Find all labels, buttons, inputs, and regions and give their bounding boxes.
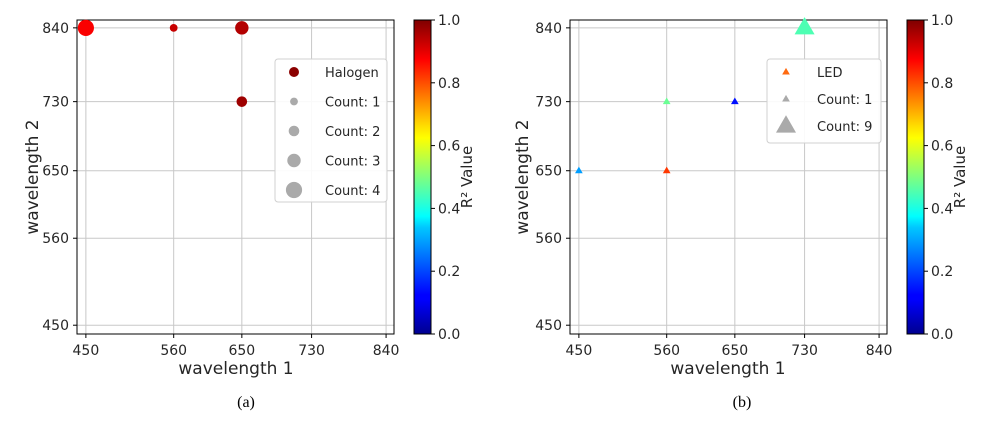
panel-a: 450 560 650 730 840 450 560 650 730 840 wavelengt… bbox=[23, 13, 476, 411]
data-point bbox=[236, 96, 248, 107]
legend-marker bbox=[285, 181, 303, 199]
plot-frame bbox=[76, 19, 395, 335]
colorbar-tick-label: 1.0 bbox=[438, 13, 460, 29]
legend-label: Count: 3 bbox=[325, 155, 380, 170]
legend-label: Count: 2 bbox=[325, 125, 380, 140]
y-tick-label: 730 bbox=[535, 95, 562, 111]
y-tick-label: 560 bbox=[42, 231, 69, 247]
plot-frame bbox=[569, 19, 888, 335]
data-point bbox=[77, 19, 94, 36]
y-tick-label: 840 bbox=[42, 21, 69, 37]
legend-marker bbox=[775, 115, 797, 133]
x-tick-label: 450 bbox=[566, 343, 593, 359]
y-tick-label: 450 bbox=[42, 318, 69, 334]
colorbar-tick-label: 0.6 bbox=[931, 139, 953, 155]
y-axis-label: wavelength 2 bbox=[513, 119, 533, 234]
y-tick-label: 650 bbox=[42, 164, 69, 180]
y-axis-label: wavelength 2 bbox=[23, 119, 43, 234]
axis-ticks: 450 560 650 730 840 450 560 650 730 840 bbox=[535, 21, 892, 359]
colorbar-gradient bbox=[413, 19, 432, 335]
y-tick-label: 840 bbox=[535, 21, 562, 37]
legend-box bbox=[766, 58, 882, 144]
y-tick-label: 450 bbox=[535, 318, 562, 334]
x-tick-label: 840 bbox=[373, 343, 400, 359]
y-tick-label: 730 bbox=[42, 95, 69, 111]
legend-marker bbox=[782, 94, 790, 102]
colorbar-tick-label: 0.4 bbox=[438, 201, 460, 217]
x-tick-label: 560 bbox=[160, 343, 187, 359]
panel-b: 450 560 650 730 840 450 560 650 730 840 wavelengt… bbox=[513, 13, 969, 411]
colorbar-tick-label: 0.6 bbox=[438, 139, 460, 155]
colorbar-tick-label: 1.0 bbox=[931, 13, 953, 29]
x-tick-label: 730 bbox=[298, 343, 325, 359]
data-point bbox=[575, 166, 583, 174]
data-points bbox=[575, 17, 815, 174]
legend: LED Count: 1 Count: 9 bbox=[766, 58, 882, 144]
legend-label: Count: 9 bbox=[817, 120, 872, 135]
data-points bbox=[77, 19, 249, 107]
colorbar-label: R² Value bbox=[951, 146, 969, 208]
legend-marker bbox=[290, 97, 298, 106]
data-point bbox=[662, 166, 671, 174]
x-tick-label: 450 bbox=[73, 343, 100, 359]
colorbar-tick-label: 0.4 bbox=[931, 201, 953, 217]
legend-label: Count: 1 bbox=[817, 93, 872, 108]
legend-marker bbox=[287, 153, 301, 168]
x-tick-label: 840 bbox=[866, 343, 893, 359]
legend-marker bbox=[289, 67, 299, 77]
legend-marker bbox=[288, 125, 300, 137]
legend-label: Count: 4 bbox=[325, 184, 380, 199]
data-point bbox=[794, 17, 815, 35]
data-point bbox=[662, 97, 671, 105]
x-axis-label: wavelength 1 bbox=[670, 359, 785, 379]
legend-marker bbox=[782, 67, 790, 75]
legend-label: Halogen bbox=[325, 66, 379, 81]
colorbar: 0.0 0.2 0.4 0.6 0.8 1.0 R² Value bbox=[413, 13, 476, 343]
axis-ticks: 450 560 650 730 840 450 560 650 730 840 bbox=[42, 21, 399, 359]
colorbar-tick-label: 0.2 bbox=[931, 264, 953, 280]
colorbar-tick-label: 0.0 bbox=[438, 327, 460, 343]
colorbar: 0.0 0.2 0.4 0.6 0.8 1.0 R² Value bbox=[906, 13, 969, 343]
x-axis-label: wavelength 1 bbox=[178, 359, 293, 379]
x-tick-label: 730 bbox=[791, 343, 818, 359]
legend-label: LED bbox=[817, 66, 842, 81]
data-point bbox=[730, 97, 739, 105]
y-tick-label: 560 bbox=[535, 231, 562, 247]
colorbar-gradient bbox=[906, 19, 925, 335]
legend: Halogen Count: 1 Count: 2 Count: 3 Count: 4 bbox=[274, 58, 388, 203]
data-point bbox=[235, 21, 249, 35]
panel-caption: (b) bbox=[733, 394, 752, 411]
grid bbox=[570, 20, 887, 334]
legend-box bbox=[274, 58, 388, 203]
x-tick-label: 650 bbox=[721, 343, 748, 359]
x-tick-label: 650 bbox=[228, 343, 255, 359]
x-tick-label: 560 bbox=[653, 343, 680, 359]
colorbar-tick-label: 0.8 bbox=[931, 76, 953, 92]
colorbar-tick-label: 0.8 bbox=[438, 76, 460, 92]
colorbar-tick-label: 0.0 bbox=[931, 327, 953, 343]
colorbar-tick-label: 0.2 bbox=[438, 264, 460, 280]
y-tick-label: 650 bbox=[535, 164, 562, 180]
colorbar-label: R² Value bbox=[458, 146, 476, 208]
data-point bbox=[169, 23, 178, 32]
panel-caption: (a) bbox=[237, 394, 255, 411]
legend-label: Count: 1 bbox=[325, 96, 380, 111]
